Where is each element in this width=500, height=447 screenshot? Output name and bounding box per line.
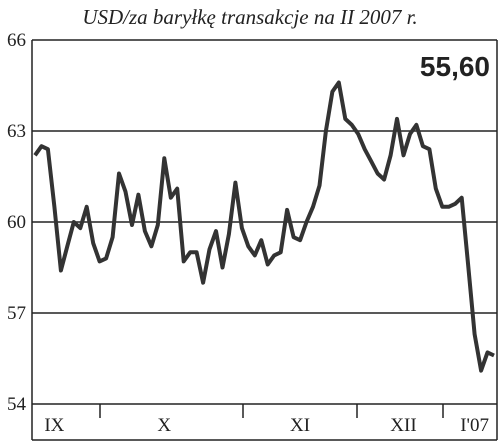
x-tick-label: IX <box>44 415 64 436</box>
y-tick-label: 66 <box>7 30 26 51</box>
x-tick-label: I'07 <box>460 415 489 436</box>
y-tick-label: 60 <box>7 212 26 233</box>
chart-title: USD/za baryłkę transakcje na II 2007 r. <box>82 5 417 29</box>
x-tick-label: XI <box>290 415 310 436</box>
y-tick-label: 57 <box>7 303 26 324</box>
value-label: 55,60 <box>420 51 490 82</box>
x-tick-label: XII <box>390 415 416 436</box>
price-line <box>33 80 495 373</box>
y-tick-label: 54 <box>7 394 27 415</box>
x-tick-label: X <box>157 415 171 436</box>
y-tick-label: 63 <box>7 121 26 142</box>
